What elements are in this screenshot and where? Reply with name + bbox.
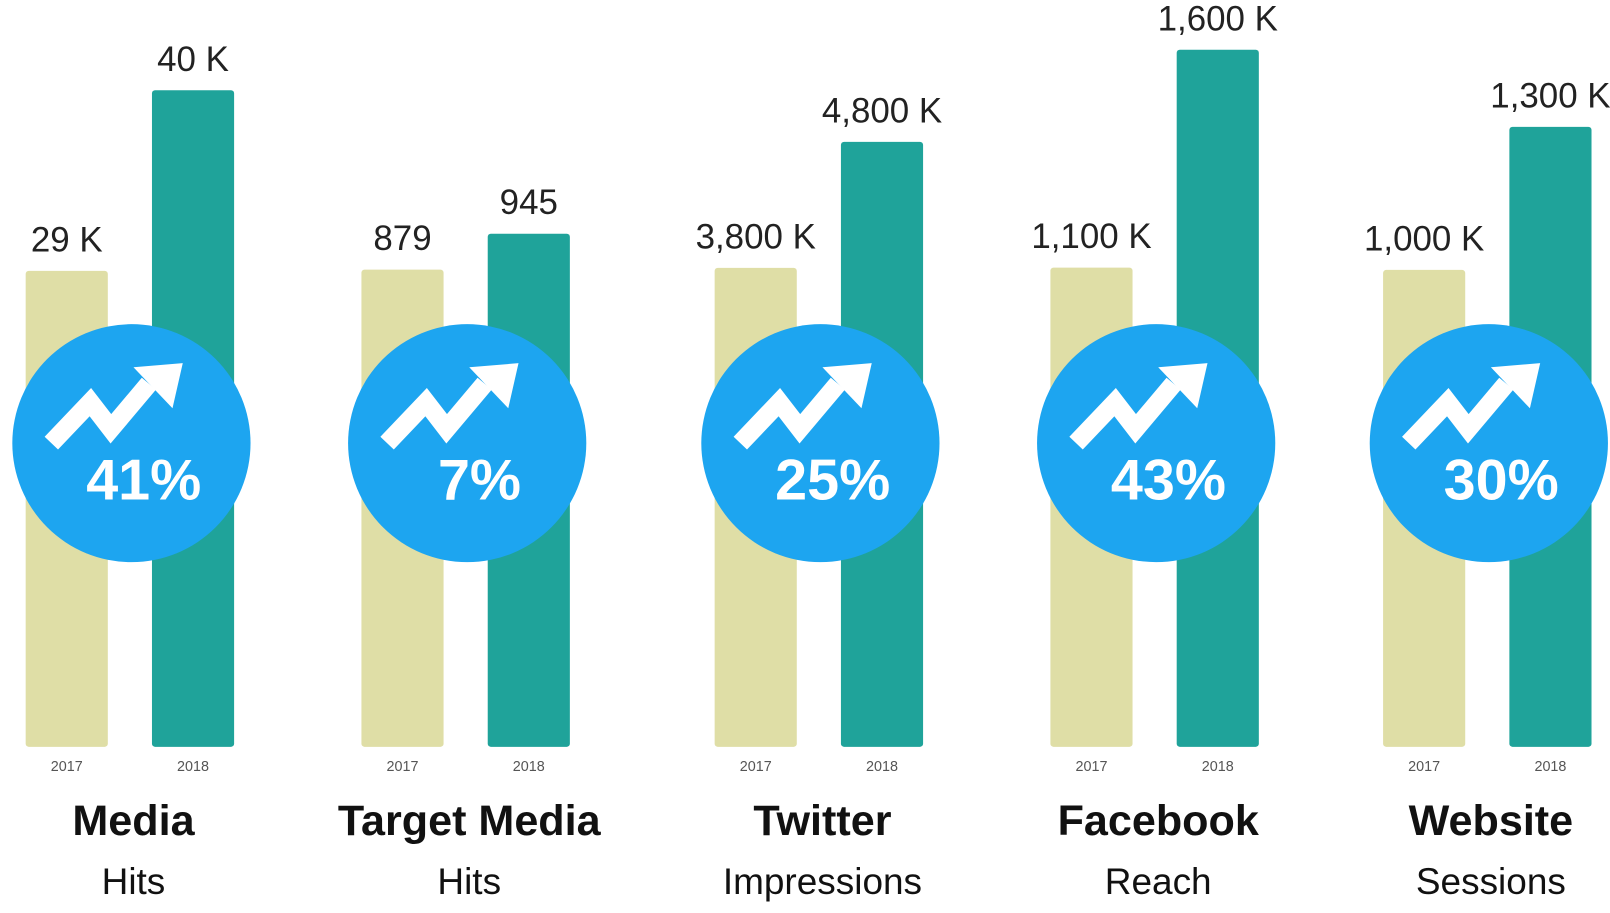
chart-subtitle: Hits bbox=[437, 861, 501, 902]
value-label: 1,100 K bbox=[1031, 217, 1151, 256]
year-label: 2018 bbox=[866, 759, 898, 775]
growth-percent: 25% bbox=[775, 448, 890, 512]
year-label: 2017 bbox=[1408, 759, 1440, 775]
chart-title: Twitter bbox=[753, 797, 891, 845]
value-label: 879 bbox=[373, 219, 431, 258]
chart-title: Target Media bbox=[338, 797, 602, 845]
chart-title: Facebook bbox=[1058, 797, 1260, 845]
trend-arrow bbox=[733, 377, 845, 450]
value-label: 1,300 K bbox=[1490, 76, 1610, 115]
year-label: 2018 bbox=[513, 759, 545, 775]
trend-arrow bbox=[1069, 377, 1181, 450]
badge bbox=[1369, 324, 1608, 563]
value-label: 29 K bbox=[31, 220, 103, 259]
growth-percent: 43% bbox=[1111, 448, 1226, 512]
growth-percent: 7% bbox=[438, 448, 521, 512]
chart-title: Media bbox=[72, 797, 195, 845]
trend-arrow bbox=[44, 377, 156, 450]
year-label: 2017 bbox=[740, 759, 772, 775]
value-label: 4,800 K bbox=[822, 91, 942, 130]
arrow-head bbox=[822, 363, 872, 409]
chart-title: Website bbox=[1409, 797, 1574, 845]
growth-percent: 30% bbox=[1444, 448, 1559, 512]
chart-subtitle: Hits bbox=[102, 861, 166, 902]
chart-subtitle: Reach bbox=[1105, 861, 1212, 902]
year-label: 2017 bbox=[387, 759, 419, 775]
value-label: 1,600 K bbox=[1158, 0, 1278, 38]
badge bbox=[701, 324, 940, 563]
value-label: 945 bbox=[500, 183, 558, 222]
arrow-head bbox=[469, 363, 519, 409]
year-label: 2018 bbox=[1534, 759, 1566, 775]
value-label: 1,000 K bbox=[1364, 219, 1484, 258]
arrow-head bbox=[1490, 363, 1541, 409]
arrow-head bbox=[1158, 363, 1208, 409]
year-label: 2017 bbox=[1075, 759, 1107, 775]
trend-arrow bbox=[1402, 377, 1514, 450]
value-label: 40 K bbox=[157, 40, 229, 79]
arrow-head bbox=[133, 363, 183, 409]
badge bbox=[348, 324, 587, 563]
year-label: 2018 bbox=[177, 759, 209, 775]
value-label: 3,800 K bbox=[696, 217, 816, 256]
trend-arrow bbox=[380, 377, 492, 450]
year-label: 2017 bbox=[51, 759, 83, 775]
growth-percent: 41% bbox=[86, 448, 201, 512]
year-label: 2018 bbox=[1202, 759, 1234, 775]
chart-subtitle: Sessions bbox=[1416, 861, 1566, 902]
chart-subtitle: Impressions bbox=[723, 861, 922, 902]
badge bbox=[12, 324, 251, 563]
badge bbox=[1037, 324, 1276, 563]
